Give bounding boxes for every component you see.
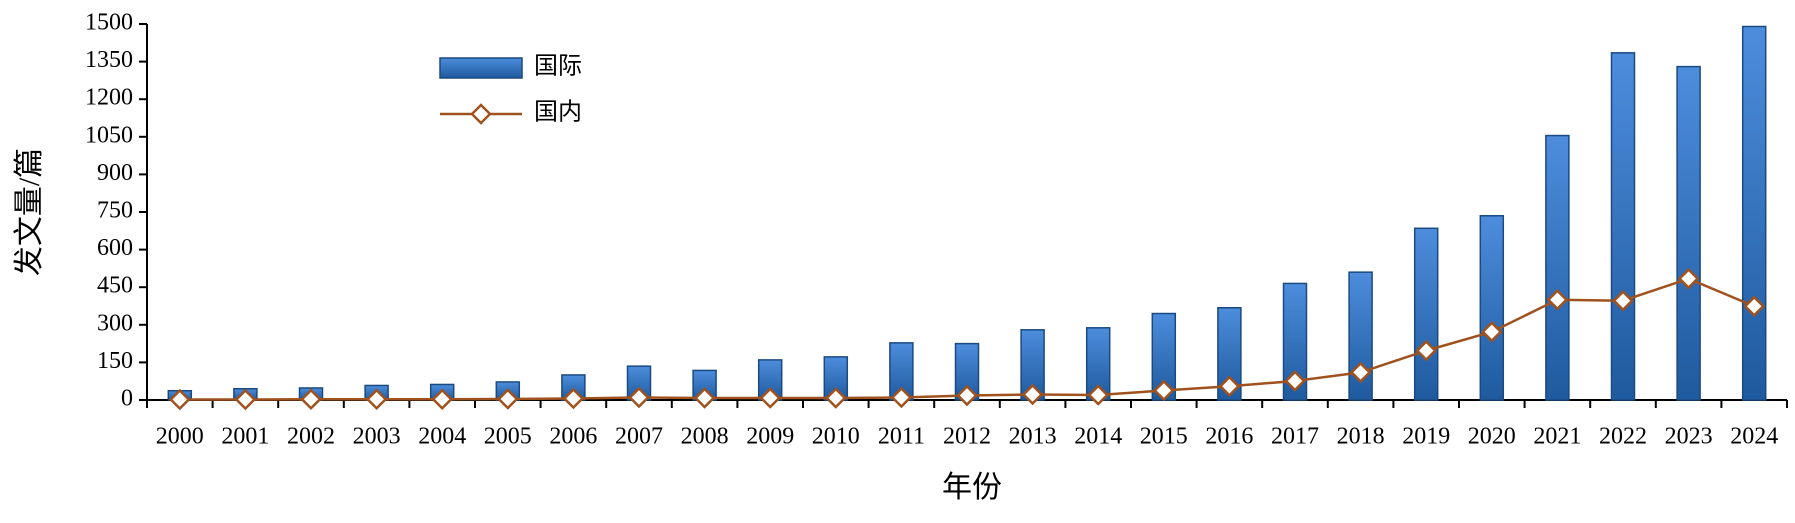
legend-marker xyxy=(470,103,492,125)
x-tick-label: 2020 xyxy=(1468,424,1516,450)
bar xyxy=(1479,215,1505,401)
x-tick-label: 2002 xyxy=(287,424,335,450)
marker xyxy=(562,387,585,410)
y-tick-label: 1500 xyxy=(85,10,133,36)
x-tick-label: 2008 xyxy=(681,424,729,450)
x-tick-label: 2007 xyxy=(615,424,663,450)
marker xyxy=(1677,267,1700,290)
marker xyxy=(1612,289,1634,312)
y-tick-label: 750 xyxy=(97,198,133,224)
x-tick-label: 2011 xyxy=(878,424,925,450)
x-tick-label: 2006 xyxy=(549,424,597,450)
marker xyxy=(693,387,716,409)
x-tick-label: 2021 xyxy=(1533,424,1581,450)
x-tick-label: 2017 xyxy=(1271,424,1319,450)
x-tick-label: 2014 xyxy=(1074,424,1122,450)
x-tick-label: 2019 xyxy=(1402,424,1450,450)
marker xyxy=(890,386,913,409)
y-tick-label: 1050 xyxy=(85,122,133,148)
marker xyxy=(1546,288,1569,311)
y-tick-label: 450 xyxy=(97,273,133,299)
y-tick-label: 600 xyxy=(97,235,133,261)
x-tick-label: 2010 xyxy=(812,424,860,450)
marker xyxy=(1743,295,1765,318)
y-tick-label: 900 xyxy=(97,160,133,186)
marker xyxy=(300,388,322,411)
marker xyxy=(1349,361,1372,384)
x-tick-label: 2012 xyxy=(943,424,991,450)
marker xyxy=(234,388,257,411)
y-tick-label: 0 xyxy=(121,386,133,412)
marker xyxy=(1481,321,1503,343)
marker xyxy=(169,388,191,411)
marker xyxy=(1415,339,1437,362)
x-tick-label: 2018 xyxy=(1337,424,1385,450)
y-axis-label: 发文量/篇 xyxy=(13,148,46,276)
x-tick-label: 2003 xyxy=(353,424,401,450)
bar xyxy=(1545,134,1570,401)
x-tick-label: 2015 xyxy=(1140,424,1188,450)
legend-swatch xyxy=(439,57,523,79)
legend-label: 国内 xyxy=(534,99,582,126)
marker xyxy=(956,384,978,407)
marker xyxy=(1153,379,1175,402)
bar xyxy=(1282,282,1308,401)
x-axis-label: 年份 xyxy=(942,471,1002,504)
bar xyxy=(1610,52,1636,401)
marker xyxy=(497,388,519,410)
bar xyxy=(1217,307,1242,401)
marker xyxy=(1021,383,1044,406)
marker xyxy=(1218,375,1241,397)
x-tick-label: 2013 xyxy=(1009,424,1057,450)
x-tick-label: 2004 xyxy=(418,424,466,450)
x-tick-label: 2000 xyxy=(156,424,204,450)
x-tick-label: 2001 xyxy=(221,424,269,450)
bar xyxy=(1741,25,1767,401)
y-tick-label: 150 xyxy=(97,348,133,374)
bar xyxy=(1676,65,1701,401)
marker xyxy=(431,388,453,411)
marker xyxy=(825,387,847,409)
x-tick-label: 2005 xyxy=(484,424,532,450)
legend-label: 国际 xyxy=(534,54,582,80)
y-tick-label: 300 xyxy=(97,310,133,336)
y-tick-label: 1200 xyxy=(85,85,133,111)
x-tick-label: 2024 xyxy=(1730,424,1778,450)
marker xyxy=(1087,384,1109,406)
y-tick-label: 1350 xyxy=(85,47,133,73)
x-tick-label: 2016 xyxy=(1205,424,1253,450)
marker xyxy=(628,386,650,409)
x-tick-label: 2009 xyxy=(746,424,794,450)
marker xyxy=(365,388,388,411)
marker xyxy=(759,387,781,409)
x-tick-label: 2023 xyxy=(1665,424,1713,450)
x-tick-label: 2022 xyxy=(1599,424,1647,450)
bar xyxy=(1413,227,1439,401)
marker xyxy=(1284,370,1306,392)
